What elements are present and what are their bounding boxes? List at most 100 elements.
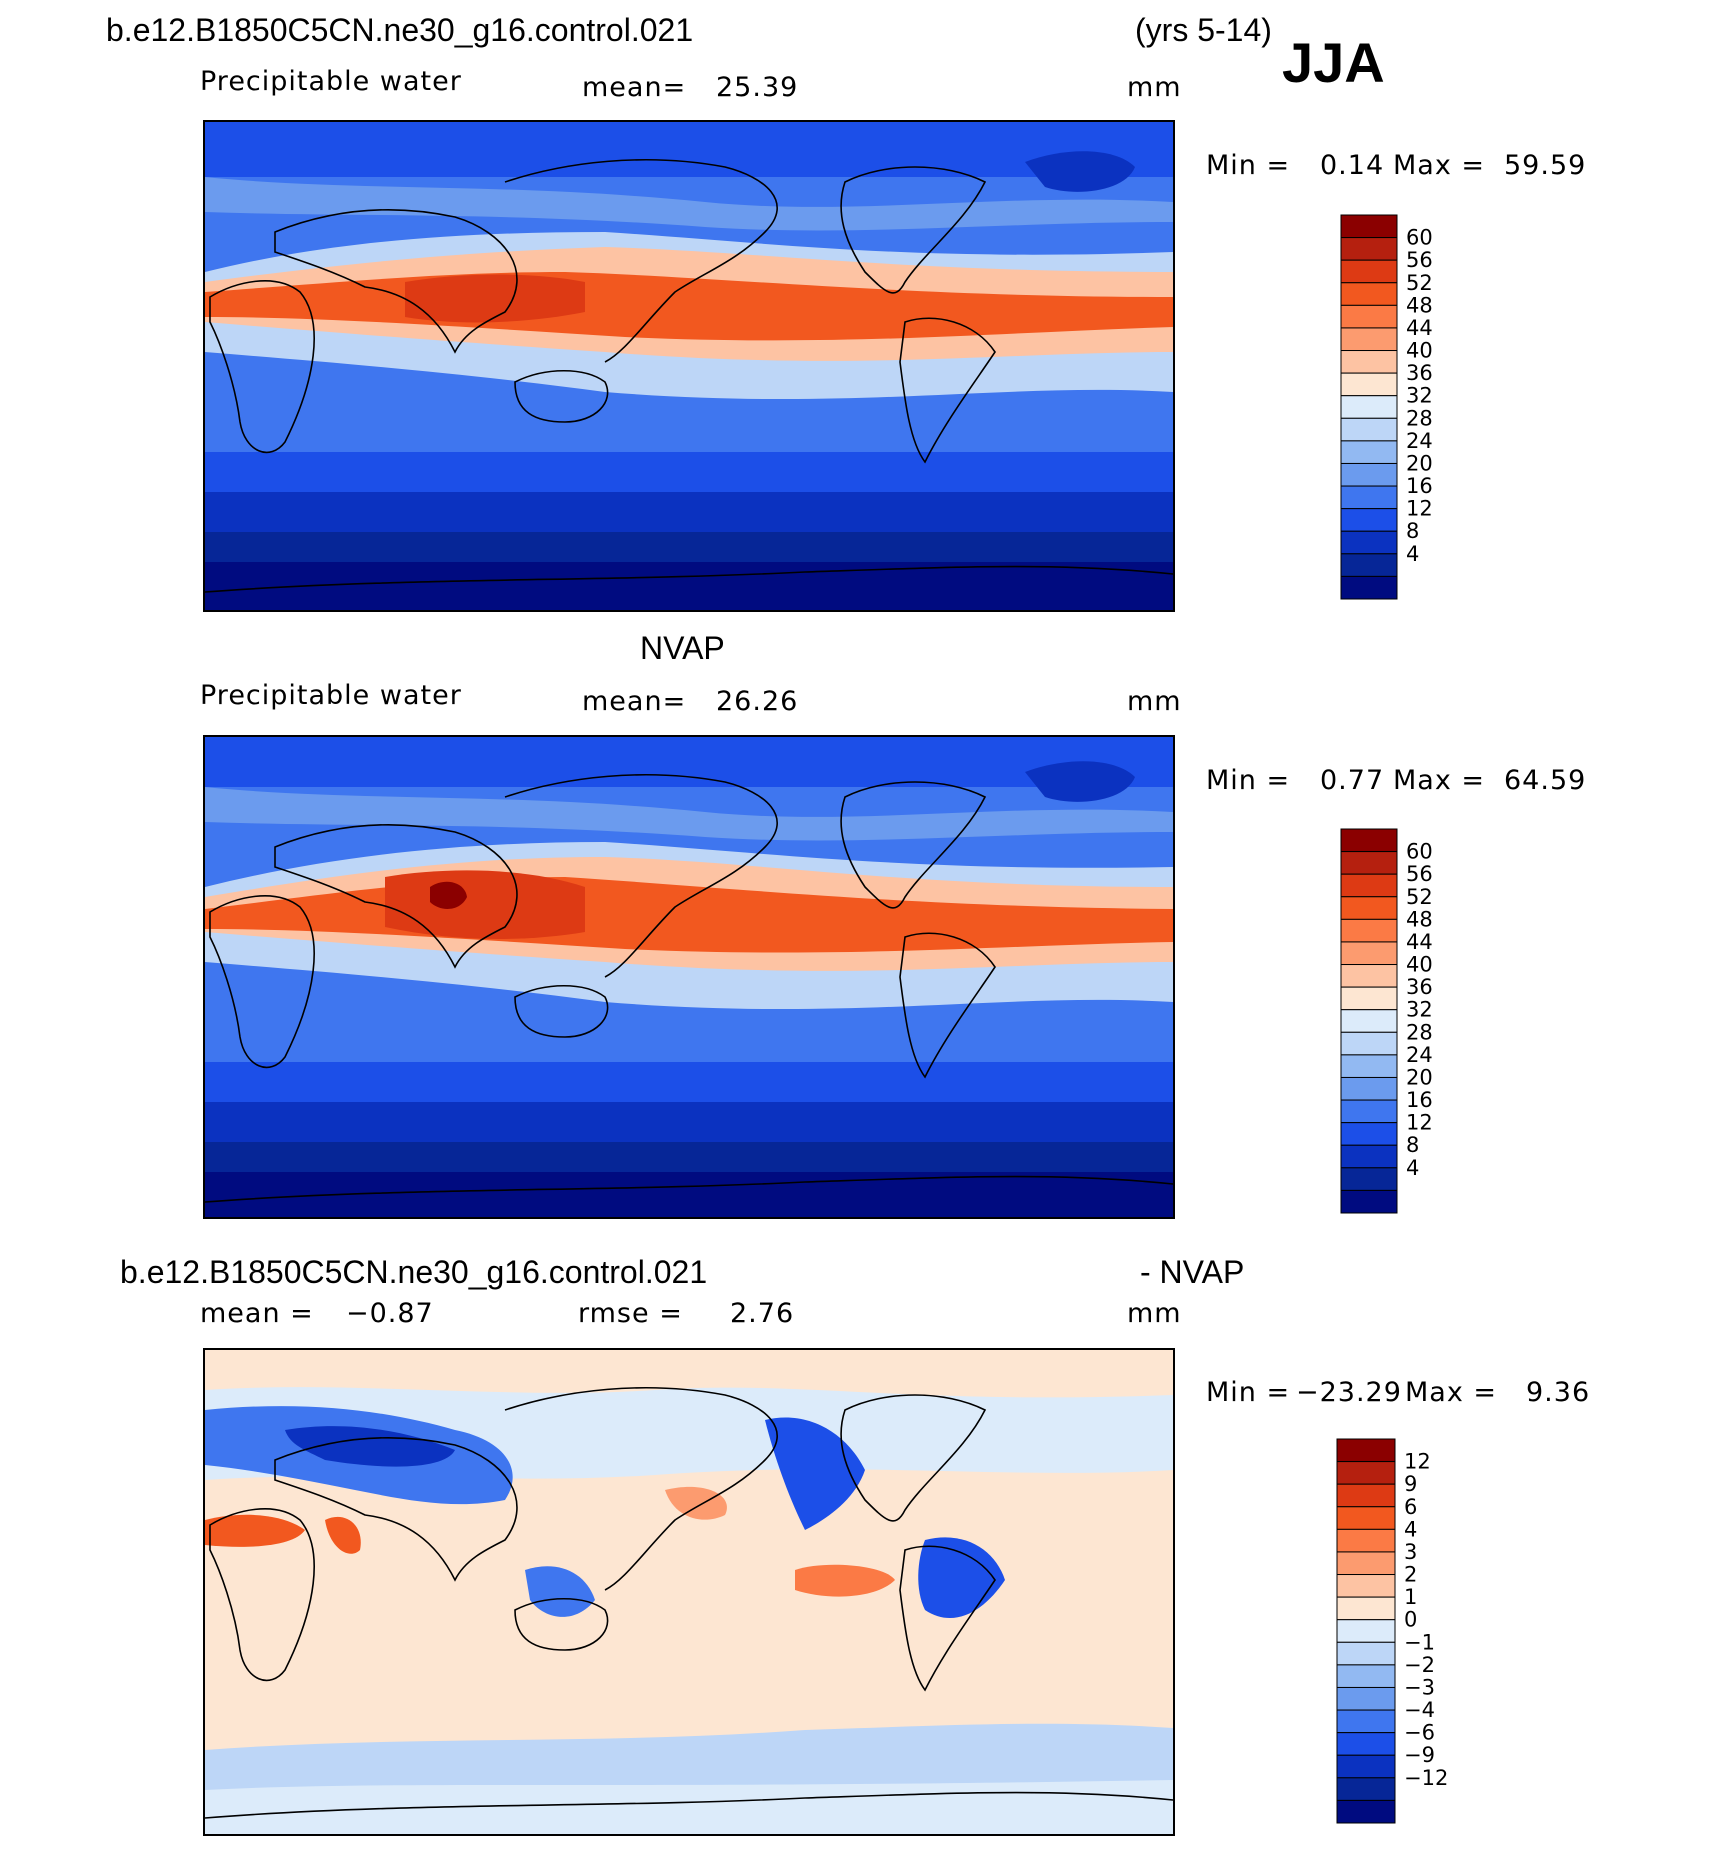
colorbar-label: 48 bbox=[1406, 293, 1433, 317]
panel2-min-label: Min = bbox=[1206, 765, 1291, 796]
colorbar-label: 36 bbox=[1406, 975, 1433, 999]
panel3-max-label: Max = bbox=[1405, 1377, 1498, 1408]
colorbar-segment bbox=[1340, 873, 1398, 898]
colorbar-segment bbox=[1340, 575, 1398, 600]
colorbar-segment bbox=[1336, 1506, 1396, 1530]
colorbar-segment bbox=[1340, 530, 1398, 555]
panel2-colorbar: 60 56 52 48 44 40 36 32 28 24 20 16 12 8 4 bbox=[1340, 828, 1460, 1214]
colorbar-label: 60 bbox=[1406, 840, 1433, 864]
colorbar-segment bbox=[1340, 851, 1398, 875]
nvap-precipitable-water-field bbox=[205, 737, 1173, 1217]
colorbar-label: 0 bbox=[1404, 1608, 1417, 1632]
colorbar-segment bbox=[1336, 1777, 1396, 1801]
colorbar-label: 52 bbox=[1406, 885, 1433, 909]
panel2-min-value: 0.77 bbox=[1320, 765, 1385, 796]
colorbar-segment bbox=[1340, 237, 1398, 261]
panel3-min-value: −23.29 bbox=[1296, 1377, 1402, 1408]
colorbar-label: 20 bbox=[1406, 451, 1433, 475]
colorbar-label: 28 bbox=[1406, 406, 1433, 430]
colorbar-label: 56 bbox=[1406, 862, 1433, 886]
panel2-variable: Precipitable water bbox=[200, 680, 462, 711]
colorbar-label: 44 bbox=[1406, 316, 1433, 340]
colorbar-segment bbox=[1340, 1099, 1398, 1124]
colorbar-label: 32 bbox=[1406, 998, 1433, 1022]
colorbar-segment bbox=[1336, 1641, 1396, 1666]
colorbar-label: 12 bbox=[1404, 1450, 1431, 1474]
colorbar-segment bbox=[1340, 1031, 1398, 1056]
panel2-units: mm bbox=[1127, 686, 1182, 717]
panel3-map bbox=[203, 1348, 1175, 1836]
panel3-max-value: 9.36 bbox=[1526, 1377, 1591, 1408]
colorbar-segment bbox=[1340, 304, 1398, 329]
season-label: JJA bbox=[1282, 31, 1385, 94]
panel1-min-value: 0.14 bbox=[1320, 150, 1385, 181]
colorbar-segment bbox=[1340, 553, 1398, 577]
panel2-max-value: 64.59 bbox=[1504, 765, 1587, 796]
colorbar-segment bbox=[1340, 1054, 1398, 1078]
colorbar-label: 3 bbox=[1404, 1540, 1417, 1564]
colorbar-label: 8 bbox=[1406, 1133, 1419, 1157]
colorbar-label: 40 bbox=[1406, 339, 1433, 363]
colorbar-segment bbox=[1340, 1009, 1398, 1033]
colorbar-segment bbox=[1336, 1574, 1396, 1598]
panel1-mean-value: 25.39 bbox=[716, 72, 799, 103]
colorbar-label: −12 bbox=[1404, 1766, 1448, 1790]
panel3-colorbar: 12 9 6 4 3 2 1 0 −1 −2 −3 −4 −6 −9 −12 bbox=[1336, 1438, 1460, 1824]
colorbar-label: −4 bbox=[1404, 1698, 1435, 1722]
case-title: b.e12.B1850C5CN.ne30_g16.control.021 bbox=[106, 12, 694, 48]
panel1-map bbox=[203, 120, 1175, 612]
colorbar-segment bbox=[1340, 964, 1398, 988]
colorbar-label: 52 bbox=[1406, 271, 1433, 295]
colorbar-segment bbox=[1336, 1619, 1396, 1643]
colorbar-label: 60 bbox=[1406, 226, 1433, 250]
colorbar-label: 8 bbox=[1406, 519, 1419, 543]
panel2-max-label: Max = bbox=[1393, 765, 1486, 796]
model-precipitable-water-field bbox=[205, 122, 1173, 610]
colorbar-segment bbox=[1340, 896, 1398, 920]
panel2-title: NVAP bbox=[640, 630, 725, 666]
panel1-colorbar: 60 56 52 48 44 40 36 32 28 24 20 16 12 8 4 bbox=[1340, 214, 1460, 600]
colorbar-label: 44 bbox=[1406, 930, 1433, 954]
colorbar-segment bbox=[1336, 1438, 1396, 1463]
colorbar-segment bbox=[1336, 1732, 1396, 1756]
panel3-rmse-value: 2.76 bbox=[730, 1298, 795, 1329]
panel3-title-right: - NVAP bbox=[1140, 1254, 1245, 1290]
colorbar-segment bbox=[1336, 1664, 1396, 1688]
colorbar-segment bbox=[1340, 941, 1398, 966]
colorbar-label: 6 bbox=[1404, 1495, 1417, 1519]
colorbar-segment bbox=[1340, 327, 1398, 352]
colorbar-segment bbox=[1336, 1596, 1396, 1621]
colorbar-segment bbox=[1340, 1144, 1398, 1169]
colorbar-segment bbox=[1340, 828, 1398, 853]
colorbar-label: −9 bbox=[1404, 1743, 1435, 1767]
colorbar-label: 9 bbox=[1404, 1472, 1417, 1496]
colorbar-segment bbox=[1340, 350, 1398, 374]
colorbar-label: 4 bbox=[1404, 1517, 1417, 1541]
colorbar-label: 56 bbox=[1406, 248, 1433, 272]
colorbar-label: 36 bbox=[1406, 361, 1433, 385]
panel3-min-label: Min = bbox=[1206, 1377, 1291, 1408]
panel2-map bbox=[203, 735, 1175, 1219]
colorbar-label: −1 bbox=[1404, 1630, 1435, 1654]
colorbar-label: 12 bbox=[1406, 497, 1433, 521]
colorbar-segment bbox=[1340, 485, 1398, 510]
colorbar-segment bbox=[1340, 986, 1398, 1011]
colorbar-label: 4 bbox=[1406, 542, 1419, 566]
colorbar-label: −3 bbox=[1404, 1675, 1435, 1699]
colorbar-segment bbox=[1340, 417, 1398, 442]
colorbar-label: −2 bbox=[1404, 1653, 1435, 1677]
colorbar-label: 4 bbox=[1406, 1156, 1419, 1180]
colorbar-segment bbox=[1336, 1483, 1396, 1508]
panel1-max-value: 59.59 bbox=[1504, 150, 1587, 181]
colorbar-segment bbox=[1340, 372, 1398, 397]
colorbar-segment bbox=[1340, 918, 1398, 943]
panel2-mean-label: mean= bbox=[582, 686, 687, 717]
colorbar-segment bbox=[1336, 1551, 1396, 1576]
colorbar-segment bbox=[1340, 1189, 1398, 1214]
panel3-title-left: b.e12.B1850C5CN.ne30_g16.control.021 bbox=[120, 1254, 708, 1290]
colorbar-segment bbox=[1336, 1754, 1396, 1779]
colorbar-label: 16 bbox=[1406, 1088, 1433, 1112]
colorbar-label: 20 bbox=[1406, 1065, 1433, 1089]
difference-field bbox=[205, 1350, 1173, 1834]
panel1-variable: Precipitable water bbox=[200, 66, 462, 97]
